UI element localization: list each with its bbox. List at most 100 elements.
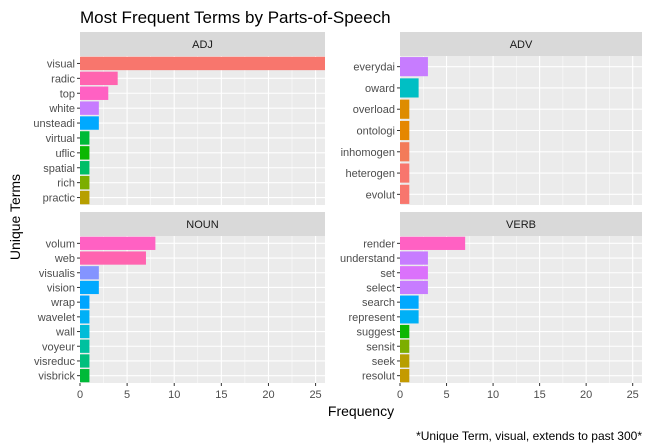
- bar-rich: [80, 175, 90, 190]
- bar-inhomogen: [400, 142, 410, 162]
- y-tick-label: heterogen: [345, 168, 395, 180]
- bar-seek: [400, 354, 410, 368]
- y-tick-label: practic: [43, 193, 76, 205]
- facet-strip: [400, 32, 642, 56]
- y-tick-label: evolut: [366, 189, 395, 201]
- bar-white: [80, 101, 99, 115]
- facet-noun: NOUN volum web visualis vision wrap wavelet wal…: [34, 212, 325, 401]
- bar-search: [400, 295, 419, 309]
- x-tick-label: 0: [77, 389, 83, 401]
- y-tick-label: white: [48, 103, 75, 115]
- y-tick-label: spatial: [43, 163, 75, 175]
- bar-render: [400, 236, 466, 250]
- bar-suggest: [400, 324, 410, 339]
- y-tick-label: visbrick: [38, 371, 75, 383]
- facet-adv: ADV everydai oward overload ontologi inhomoge…: [341, 32, 642, 205]
- y-tick-label: sensit: [366, 341, 395, 353]
- x-tick-label: 10: [168, 389, 180, 401]
- y-tick-label: oward: [365, 83, 395, 95]
- y-tick-label: select: [366, 282, 395, 294]
- bar-visual: [80, 56, 325, 71]
- y-tick-label: ontologi: [356, 126, 395, 138]
- y-tick-label: virtual: [46, 133, 75, 145]
- bar-uflic: [80, 146, 90, 160]
- y-tick-label: everydai: [353, 62, 395, 74]
- y-tick-label: render: [363, 238, 395, 250]
- bar-evolut: [400, 184, 410, 204]
- bar-virtual: [80, 131, 90, 145]
- x-tick-label: 5: [124, 389, 130, 401]
- y-axis-label: Unique Terms: [7, 174, 23, 260]
- y-tick-label: seek: [372, 356, 396, 368]
- bar-radic: [80, 71, 118, 86]
- chart-title: Most Frequent Terms by Parts-of-Speech: [80, 8, 391, 27]
- bar-select: [400, 280, 428, 295]
- bar-unsteadi: [80, 116, 99, 130]
- bar-visbrick: [80, 369, 90, 383]
- bar-sensit: [400, 339, 410, 353]
- bar-wavelet: [80, 310, 90, 324]
- y-tick-label: voyeur: [42, 341, 75, 353]
- facet-strip: [400, 212, 642, 236]
- chart-caption: *Unique Term, visual, extends to past 30…: [416, 429, 642, 443]
- x-tick-label: 20: [580, 389, 592, 401]
- facet-strip-label: NOUN: [186, 219, 218, 231]
- facet-strip-label: ADJ: [192, 39, 213, 51]
- x-tick-label: 5: [443, 389, 449, 401]
- bar-overload: [400, 99, 410, 119]
- bar-wrap: [80, 295, 90, 309]
- bar-ontologi: [400, 120, 410, 141]
- y-tick-label: uflic: [55, 148, 75, 160]
- bar-everydai: [400, 57, 428, 77]
- y-tick-label: understand: [340, 253, 395, 265]
- y-tick-label: represent: [349, 312, 395, 324]
- panel-background: [400, 236, 642, 383]
- panel-background: [80, 56, 325, 205]
- x-tick-label: 15: [215, 389, 227, 401]
- facet-strip: [80, 212, 325, 236]
- y-tick-label: search: [362, 297, 395, 309]
- bar-voyeur: [80, 339, 90, 353]
- y-tick-label: top: [60, 88, 75, 100]
- facet-verb: VERB render understand set select search repre…: [340, 212, 642, 401]
- y-tick-label: web: [54, 253, 75, 265]
- y-tick-label: inhomogen: [341, 147, 395, 159]
- y-tick-label: volum: [46, 238, 75, 250]
- y-tick-label: wrap: [50, 297, 75, 309]
- y-tick-label: unsteadi: [33, 118, 75, 130]
- bar-web: [80, 251, 146, 265]
- y-tick-label: visreduc: [34, 356, 75, 368]
- bar-resolut: [400, 369, 410, 383]
- facet-adj: ADJ visual radic top white unsteadi virtual ufl…: [33, 32, 325, 205]
- y-tick-label: vision: [47, 282, 75, 294]
- x-tick-label: 10: [487, 389, 499, 401]
- bar-set: [400, 266, 428, 280]
- bar-heterogen: [400, 163, 410, 183]
- bar-top: [80, 86, 109, 100]
- y-tick-label: set: [380, 268, 395, 280]
- y-tick-label: wall: [55, 327, 75, 339]
- bar-oward: [400, 78, 419, 98]
- y-tick-label: overload: [353, 104, 395, 116]
- bar-visualis: [80, 266, 99, 280]
- facet-panels: ADJ visual radic top white unsteadi virtual ufl…: [33, 32, 642, 401]
- y-tick-label: rich: [57, 178, 75, 190]
- y-tick-label: suggest: [356, 327, 395, 339]
- x-tick-label: 0: [397, 389, 403, 401]
- bar-volum: [80, 236, 156, 250]
- x-tick-label: 15: [533, 389, 545, 401]
- bar-practic: [80, 190, 90, 205]
- y-tick-label: visualis: [39, 268, 76, 280]
- y-tick-label: radic: [51, 73, 75, 85]
- x-tick-label: 20: [262, 389, 274, 401]
- bar-wall: [80, 324, 90, 339]
- facet-strip: [80, 32, 325, 56]
- y-tick-label: wavelet: [37, 312, 75, 324]
- x-tick-label: 25: [627, 389, 639, 401]
- x-axis-label: Frequency: [328, 403, 394, 419]
- facet-strip-label: VERB: [506, 219, 536, 231]
- bar-visreduc: [80, 354, 90, 368]
- y-tick-label: resolut: [362, 371, 395, 383]
- bar-understand: [400, 251, 428, 265]
